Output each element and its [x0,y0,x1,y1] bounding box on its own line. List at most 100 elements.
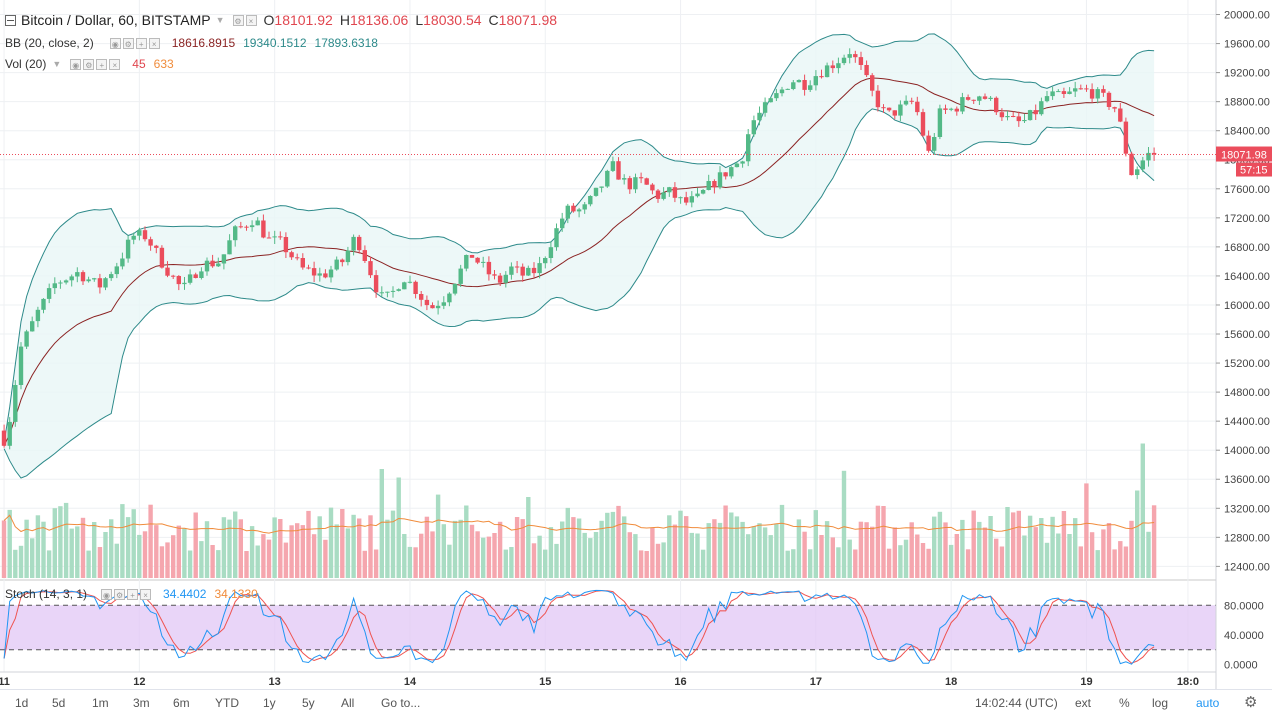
candle-body [610,161,616,171]
volume-bar [526,497,531,578]
volume-bar [142,531,148,578]
more-icon[interactable]: + [127,588,139,600]
volume-bar [1106,523,1112,578]
settings-icon[interactable]: ⚙ [83,58,95,70]
candle-body [543,258,548,264]
eye-icon[interactable]: ◉ [109,37,121,49]
range-1d[interactable]: 1d [15,696,29,710]
volume-bar [407,546,413,578]
more-icon[interactable]: + [96,58,108,70]
price-tick-label: 14000.00 [1224,445,1270,457]
ext-toggle[interactable]: ext [1075,696,1092,710]
candle-body [131,235,136,240]
close-icon[interactable]: × [109,58,121,70]
close-icon[interactable]: × [148,37,160,49]
vol-dropdown-icon[interactable]: ▼ [52,59,62,69]
candle-body [622,178,627,180]
volume-bar [497,521,503,578]
last-price-tag: 18071.98 [1221,150,1267,162]
symbol-title[interactable]: Bitcoin / Dollar, 60, BITSTAMP [21,12,211,28]
log-toggle[interactable]: log [1152,696,1169,710]
candle-body [289,252,294,258]
volume-bar [430,531,435,578]
volume-bar [616,505,621,578]
candle-body [886,107,892,111]
volume-bar [193,512,198,578]
volume-bar [509,547,514,578]
volume-bar [30,538,35,578]
range-1m[interactable]: 1m [92,696,109,710]
candle-body [176,276,181,285]
bb-name[interactable]: BB (20, close, 2) [5,36,94,50]
time-tick-label: 13 [269,676,281,688]
close-icon[interactable]: × [245,14,257,26]
volume-bar [543,549,548,578]
time-tick-label: 17 [810,676,822,688]
bb-legend: BB (20, close, 2) ◉ ⚙ + × 18616.8915 19340.… [0,36,378,50]
range-6m[interactable]: 6m [173,696,190,710]
candle-body [1078,88,1083,90]
volume-bar [712,519,717,578]
stochastic-pane [0,589,1216,665]
candle-body [548,247,554,258]
volume-bar [734,516,740,578]
candle-body [858,57,864,65]
range-1y[interactable]: 1y [263,696,276,710]
candle-body [75,272,80,277]
volume-bar [994,538,999,578]
candle-body [469,255,475,258]
candle-body [210,260,215,267]
volume-bar [69,528,74,578]
candle-body [1011,116,1016,117]
gear-icon[interactable]: ⚙ [1244,694,1258,711]
settings-icon[interactable]: ⚙ [114,588,126,600]
range-5y[interactable]: 5y [302,696,315,710]
volume-bar [943,522,948,578]
volume-bar [672,524,678,578]
candle-body [1056,91,1061,93]
candle-body [593,187,599,196]
range-all[interactable]: All [341,696,355,710]
candle-body [734,163,740,168]
range-ytd[interactable]: YTD [215,696,239,710]
settings-icon[interactable]: ⚙ [122,37,134,49]
volume-bar [520,519,525,578]
volume-bar [41,521,46,578]
open-value: 18101.92 [274,12,333,28]
more-icon[interactable]: + [135,37,147,49]
vol-name[interactable]: Vol (20) [5,57,47,71]
candle-body [481,261,486,263]
stoch-tick-label: 80.0000 [1224,600,1264,612]
eye-icon[interactable]: ◉ [101,588,113,600]
candle-body [413,281,418,294]
candle-body [306,267,311,269]
settings-icon[interactable]: ⚙ [232,14,244,26]
volume-bar [328,507,334,578]
volume-bar [1112,549,1117,578]
candle-body [171,275,176,277]
bottom-toolbar: 1d 5d 1m 3m 6m YTD 1y 5y All Go to... 14… [0,689,1272,715]
volume-bar [323,539,328,578]
auto-toggle[interactable]: auto [1196,696,1220,710]
volume-bar [1061,511,1067,578]
percent-toggle[interactable]: % [1119,696,1130,710]
close-icon[interactable]: × [140,588,152,600]
stoch-name[interactable]: Stoch (14, 3, 1) [5,587,88,601]
eye-icon[interactable]: ◉ [70,58,82,70]
collapse-icon[interactable] [5,14,16,26]
candle-body [165,267,170,276]
volume-bar [345,528,351,578]
candle-body [915,101,920,113]
candle-body [52,283,57,289]
goto-button[interactable]: Go to... [381,696,421,710]
volume-bar [300,525,305,578]
range-5d[interactable]: 5d [52,696,66,710]
candle-body [892,110,897,116]
candle-body [221,254,227,264]
candle-body [627,178,632,190]
volume-bar [599,520,604,578]
candle-body [514,266,520,268]
symbol-dropdown-icon[interactable]: ▼ [215,15,225,25]
range-3m[interactable]: 3m [133,696,150,710]
